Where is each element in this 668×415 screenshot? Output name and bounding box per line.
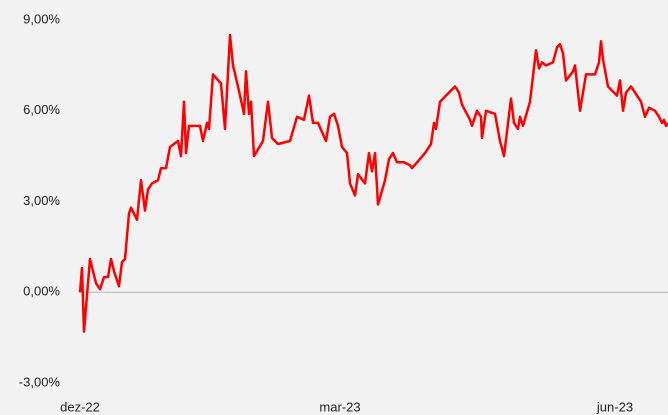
y-tick-label: 3,00%: [23, 193, 60, 208]
x-tick-label: dez-22: [60, 399, 100, 414]
y-tick-label: 0,00%: [23, 284, 60, 299]
y-tick-label: 6,00%: [23, 102, 60, 117]
x-tick-label: jun-23: [596, 399, 633, 414]
y-tick-label: 9,00%: [23, 11, 60, 26]
line: [78, 33, 668, 333]
x-tick-label: mar-23: [319, 399, 360, 414]
y-tick-label: -3,00%: [19, 374, 61, 389]
